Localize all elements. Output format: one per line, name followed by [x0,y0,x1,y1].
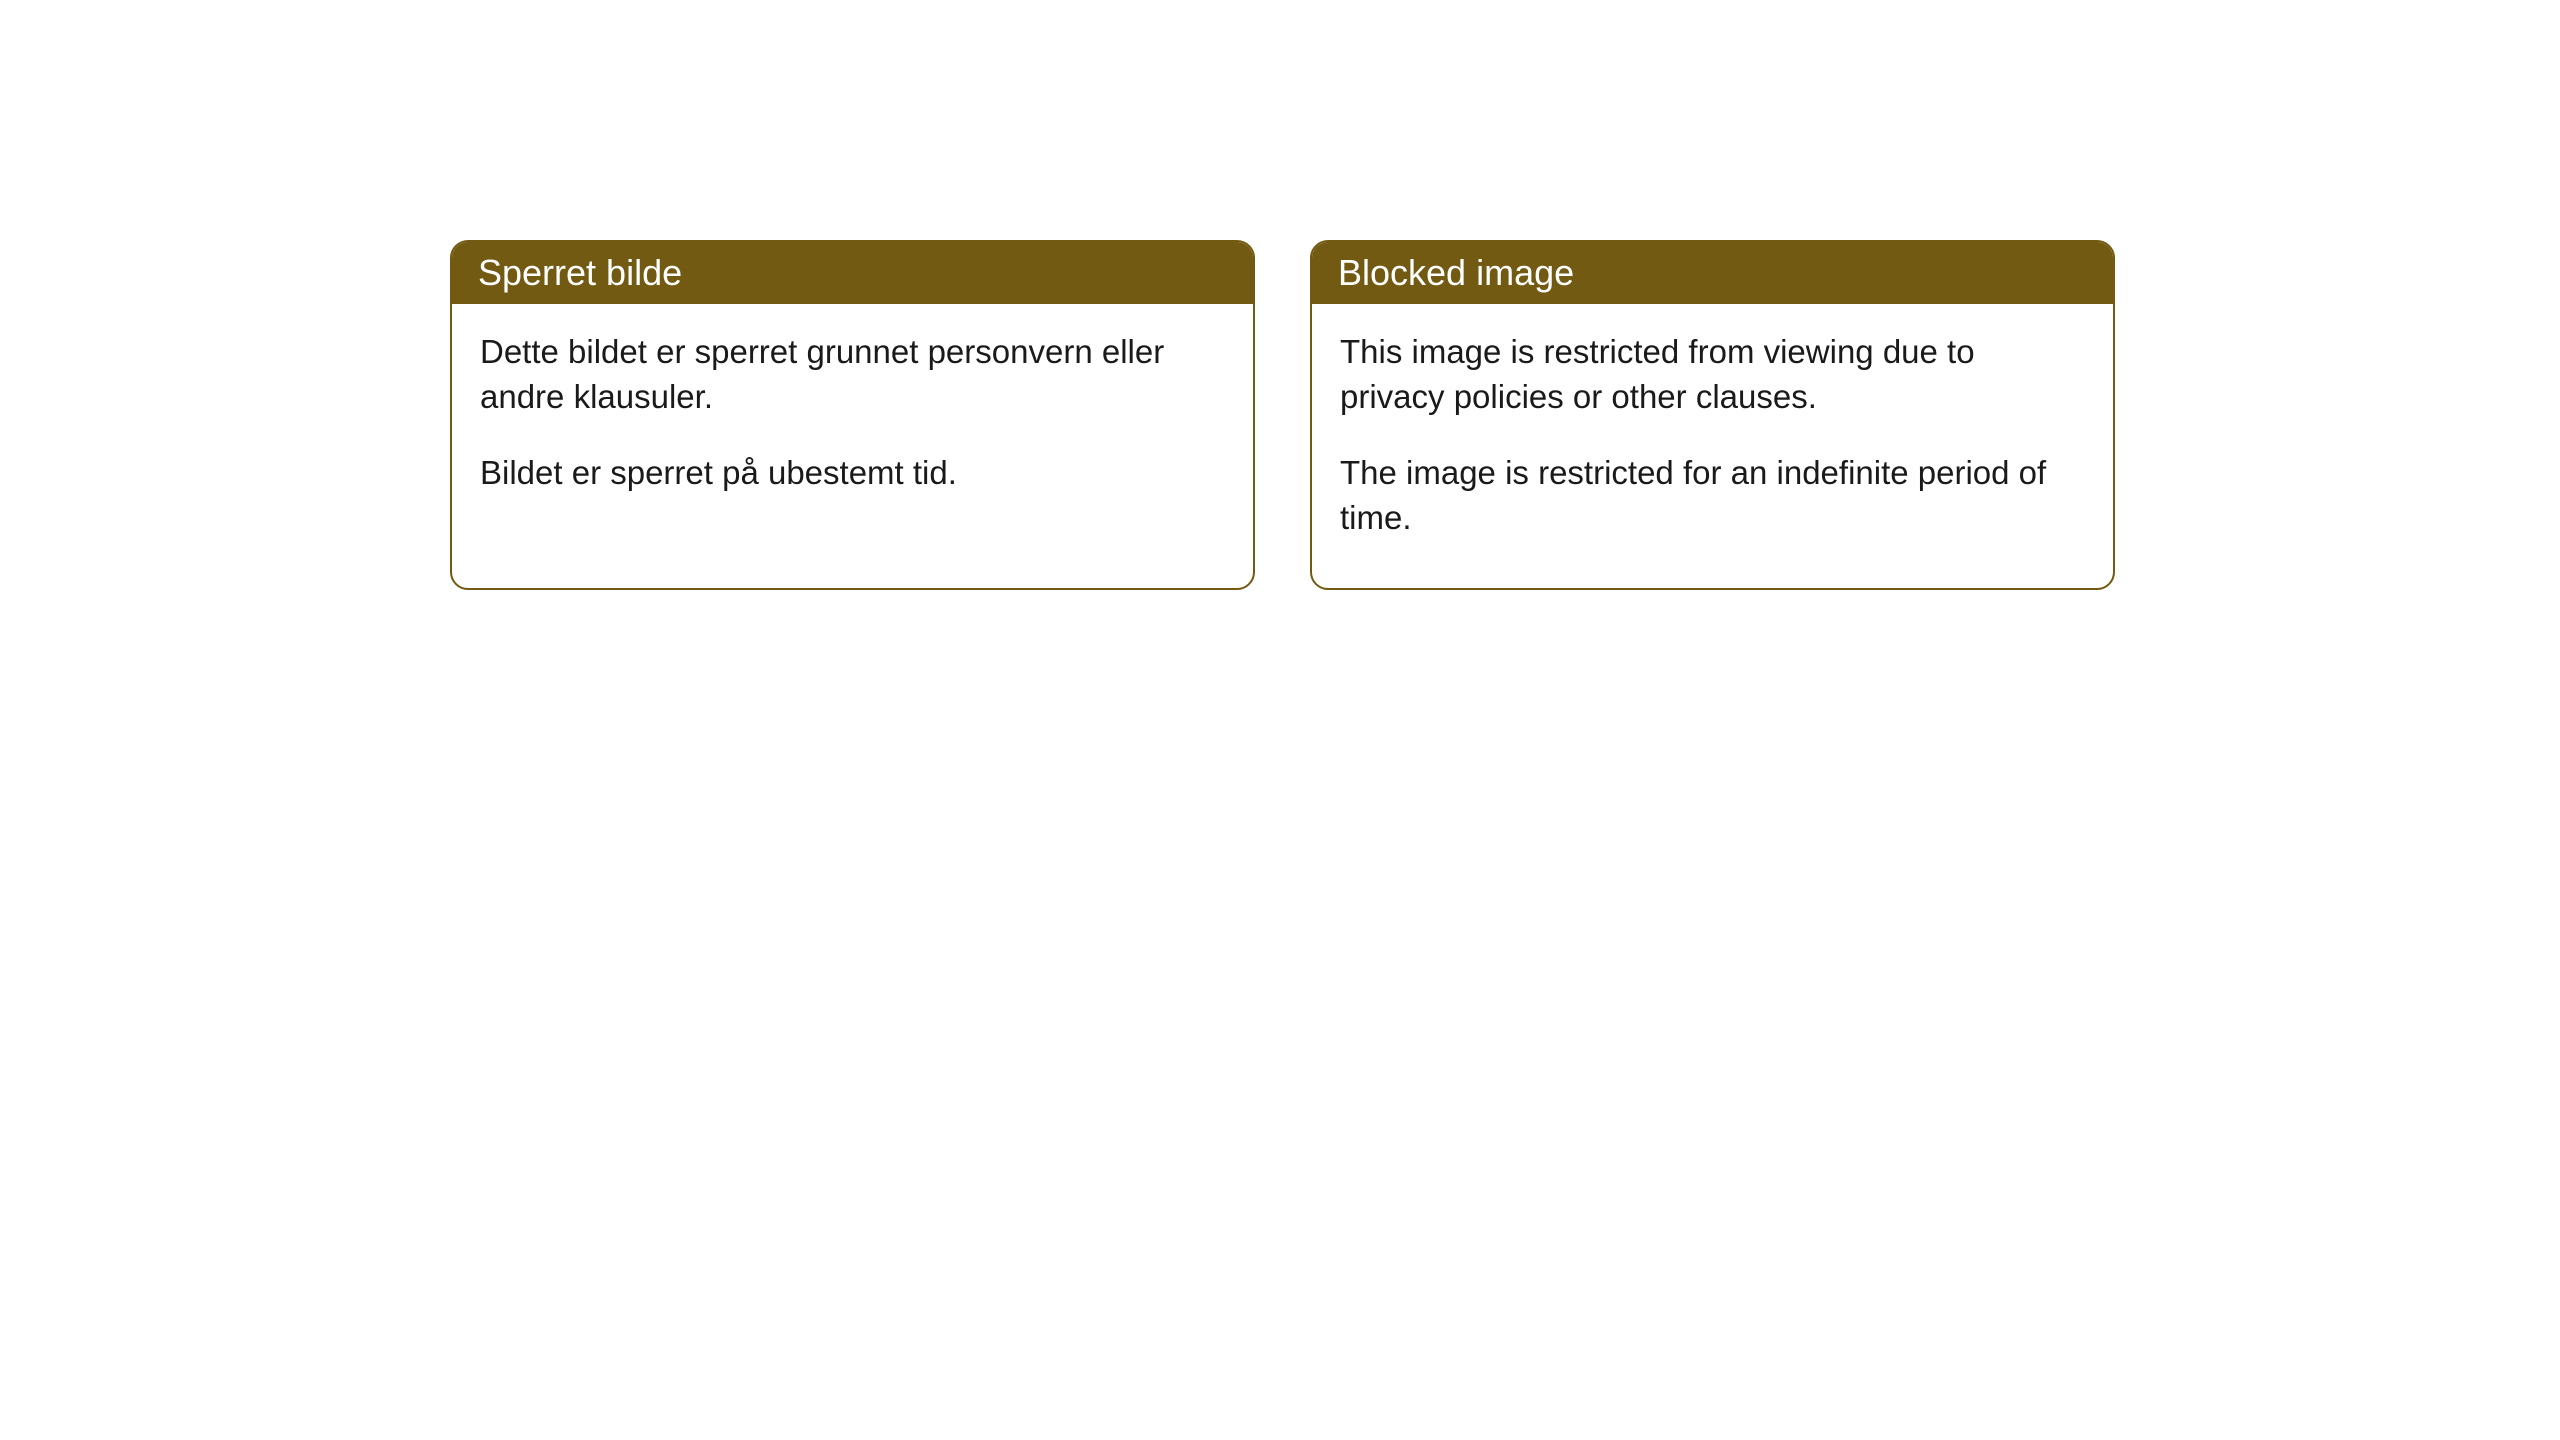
notice-card-english: Blocked image This image is restricted f… [1310,240,2115,590]
notice-cards-container: Sperret bilde Dette bildet er sperret gr… [450,240,2560,590]
card-paragraph: The image is restricted for an indefinit… [1340,451,2085,540]
card-header-english: Blocked image [1312,242,2113,304]
card-paragraph: This image is restricted from viewing du… [1340,330,2085,419]
card-paragraph: Dette bildet er sperret grunnet personve… [480,330,1225,419]
card-paragraph: Bildet er sperret på ubestemt tid. [480,451,1225,496]
card-body-norwegian: Dette bildet er sperret grunnet personve… [452,304,1253,544]
notice-card-norwegian: Sperret bilde Dette bildet er sperret gr… [450,240,1255,590]
card-header-norwegian: Sperret bilde [452,242,1253,304]
card-body-english: This image is restricted from viewing du… [1312,304,2113,588]
